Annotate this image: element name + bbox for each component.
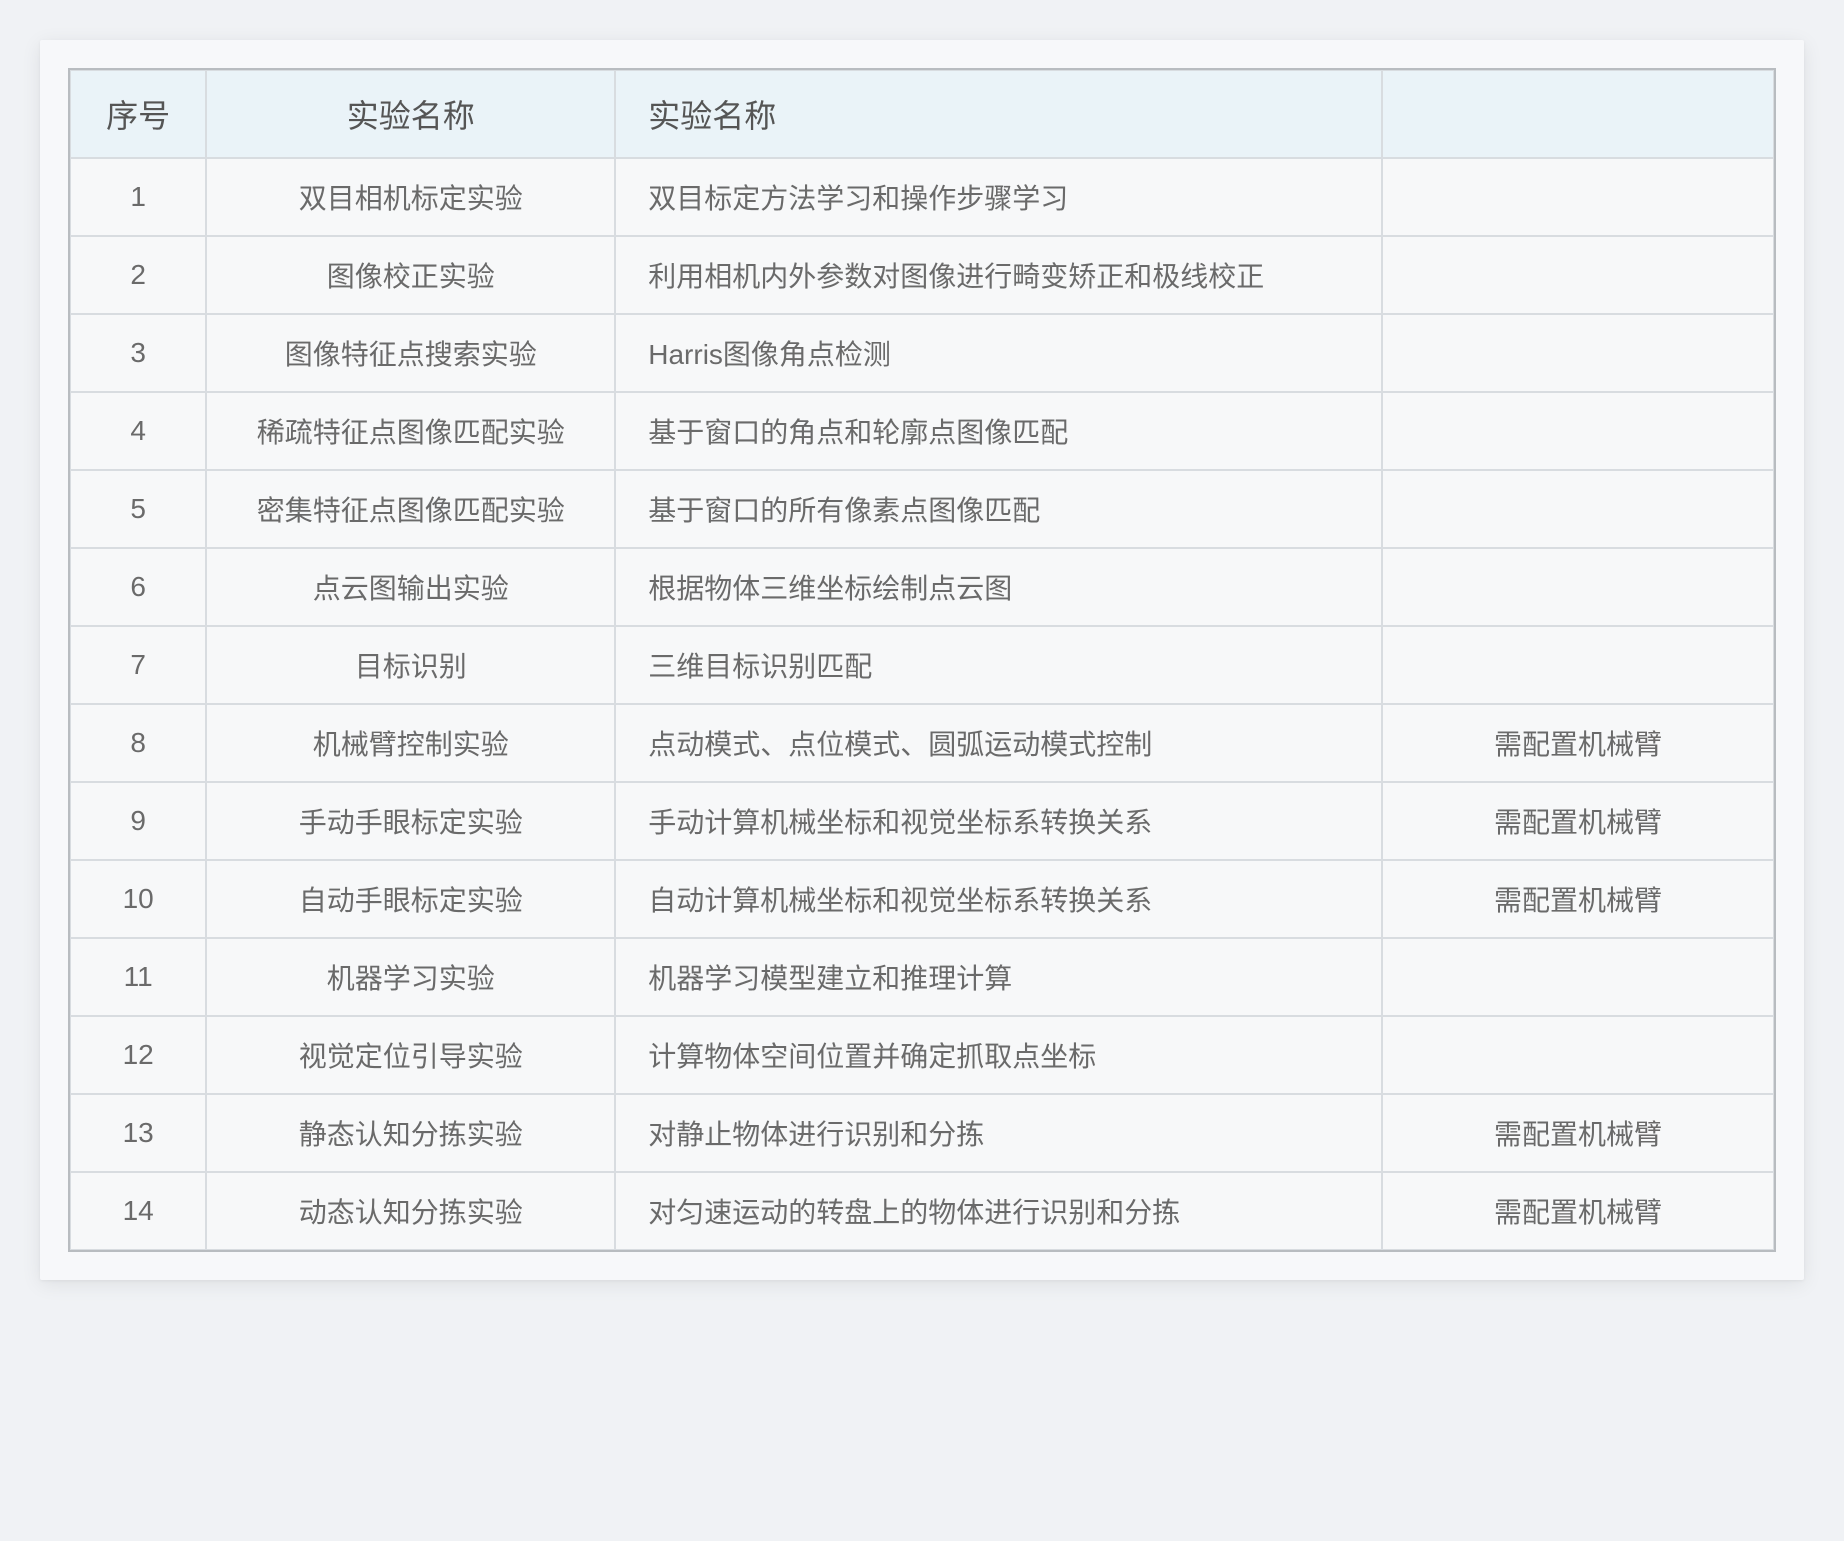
- table-row: 3图像特征点搜索实验Harris图像角点检测: [70, 314, 1774, 392]
- cell-name: 动态认知分拣实验: [206, 1172, 615, 1250]
- cell-name: 视觉定位引导实验: [206, 1016, 615, 1094]
- cell-desc: 基于窗口的所有像素点图像匹配: [615, 470, 1382, 548]
- table-card: 序号 实验名称 实验名称 1双目相机标定实验双目标定方法学习和操作步骤学习2图像…: [40, 40, 1804, 1280]
- table-header-row: 序号 实验名称 实验名称: [70, 70, 1774, 158]
- cell-num: 10: [70, 860, 206, 938]
- cell-desc: 基于窗口的角点和轮廓点图像匹配: [615, 392, 1382, 470]
- cell-desc: 利用相机内外参数对图像进行畸变矫正和极线校正: [615, 236, 1382, 314]
- cell-num: 12: [70, 1016, 206, 1094]
- cell-name: 图像校正实验: [206, 236, 615, 314]
- table-row: 8机械臂控制实验点动模式、点位模式、圆弧运动模式控制需配置机械臂: [70, 704, 1774, 782]
- cell-num: 4: [70, 392, 206, 470]
- cell-desc: 计算物体空间位置并确定抓取点坐标: [615, 1016, 1382, 1094]
- cell-num: 9: [70, 782, 206, 860]
- cell-num: 7: [70, 626, 206, 704]
- cell-desc: 点动模式、点位模式、圆弧运动模式控制: [615, 704, 1382, 782]
- cell-name: 密集特征点图像匹配实验: [206, 470, 615, 548]
- cell-num: 1: [70, 158, 206, 236]
- cell-desc: 对静止物体进行识别和分拣: [615, 1094, 1382, 1172]
- table-row: 1双目相机标定实验双目标定方法学习和操作步骤学习: [70, 158, 1774, 236]
- cell-desc: 手动计算机械坐标和视觉坐标系转换关系: [615, 782, 1382, 860]
- table-header: 序号 实验名称 实验名称: [70, 70, 1774, 158]
- cell-num: 8: [70, 704, 206, 782]
- cell-note: 需配置机械臂: [1382, 782, 1774, 860]
- cell-desc: 对匀速运动的转盘上的物体进行识别和分拣: [615, 1172, 1382, 1250]
- cell-desc: 根据物体三维坐标绘制点云图: [615, 548, 1382, 626]
- cell-note: [1382, 236, 1774, 314]
- cell-note: [1382, 938, 1774, 1016]
- table-row: 11机器学习实验机器学习模型建立和推理计算: [70, 938, 1774, 1016]
- cell-note: [1382, 1016, 1774, 1094]
- table-row: 7目标识别三维目标识别匹配: [70, 626, 1774, 704]
- cell-name: 目标识别: [206, 626, 615, 704]
- cell-note: [1382, 314, 1774, 392]
- cell-num: 3: [70, 314, 206, 392]
- cell-desc: 双目标定方法学习和操作步骤学习: [615, 158, 1382, 236]
- table-body: 1双目相机标定实验双目标定方法学习和操作步骤学习2图像校正实验利用相机内外参数对…: [70, 158, 1774, 1250]
- cell-name: 双目相机标定实验: [206, 158, 615, 236]
- experiment-table: 序号 实验名称 实验名称 1双目相机标定实验双目标定方法学习和操作步骤学习2图像…: [68, 68, 1776, 1252]
- cell-name: 静态认知分拣实验: [206, 1094, 615, 1172]
- table-row: 2图像校正实验利用相机内外参数对图像进行畸变矫正和极线校正: [70, 236, 1774, 314]
- col-header-num: 序号: [70, 70, 206, 158]
- table-row: 10自动手眼标定实验自动计算机械坐标和视觉坐标系转换关系需配置机械臂: [70, 860, 1774, 938]
- col-header-desc: 实验名称: [615, 70, 1382, 158]
- cell-note: [1382, 548, 1774, 626]
- cell-num: 6: [70, 548, 206, 626]
- cell-desc: 自动计算机械坐标和视觉坐标系转换关系: [615, 860, 1382, 938]
- cell-num: 14: [70, 1172, 206, 1250]
- cell-note: 需配置机械臂: [1382, 860, 1774, 938]
- cell-note: [1382, 626, 1774, 704]
- cell-name: 手动手眼标定实验: [206, 782, 615, 860]
- cell-name: 点云图输出实验: [206, 548, 615, 626]
- cell-note: 需配置机械臂: [1382, 1172, 1774, 1250]
- cell-name: 机器学习实验: [206, 938, 615, 1016]
- cell-num: 5: [70, 470, 206, 548]
- cell-note: 需配置机械臂: [1382, 704, 1774, 782]
- table-row: 4稀疏特征点图像匹配实验基于窗口的角点和轮廓点图像匹配: [70, 392, 1774, 470]
- table-row: 9手动手眼标定实验手动计算机械坐标和视觉坐标系转换关系需配置机械臂: [70, 782, 1774, 860]
- table-row: 5密集特征点图像匹配实验基于窗口的所有像素点图像匹配: [70, 470, 1774, 548]
- cell-note: [1382, 158, 1774, 236]
- table-row: 13静态认知分拣实验对静止物体进行识别和分拣需配置机械臂: [70, 1094, 1774, 1172]
- table-row: 6点云图输出实验根据物体三维坐标绘制点云图: [70, 548, 1774, 626]
- cell-note: 需配置机械臂: [1382, 1094, 1774, 1172]
- cell-name: 图像特征点搜索实验: [206, 314, 615, 392]
- cell-note: [1382, 470, 1774, 548]
- cell-name: 稀疏特征点图像匹配实验: [206, 392, 615, 470]
- col-header-note: [1382, 70, 1774, 158]
- cell-name: 机械臂控制实验: [206, 704, 615, 782]
- cell-desc: 机器学习模型建立和推理计算: [615, 938, 1382, 1016]
- cell-num: 11: [70, 938, 206, 1016]
- cell-note: [1382, 392, 1774, 470]
- table-row: 14动态认知分拣实验对匀速运动的转盘上的物体进行识别和分拣需配置机械臂: [70, 1172, 1774, 1250]
- table-row: 12视觉定位引导实验计算物体空间位置并确定抓取点坐标: [70, 1016, 1774, 1094]
- cell-desc: 三维目标识别匹配: [615, 626, 1382, 704]
- cell-name: 自动手眼标定实验: [206, 860, 615, 938]
- cell-num: 2: [70, 236, 206, 314]
- cell-desc: Harris图像角点检测: [615, 314, 1382, 392]
- cell-num: 13: [70, 1094, 206, 1172]
- col-header-name: 实验名称: [206, 70, 615, 158]
